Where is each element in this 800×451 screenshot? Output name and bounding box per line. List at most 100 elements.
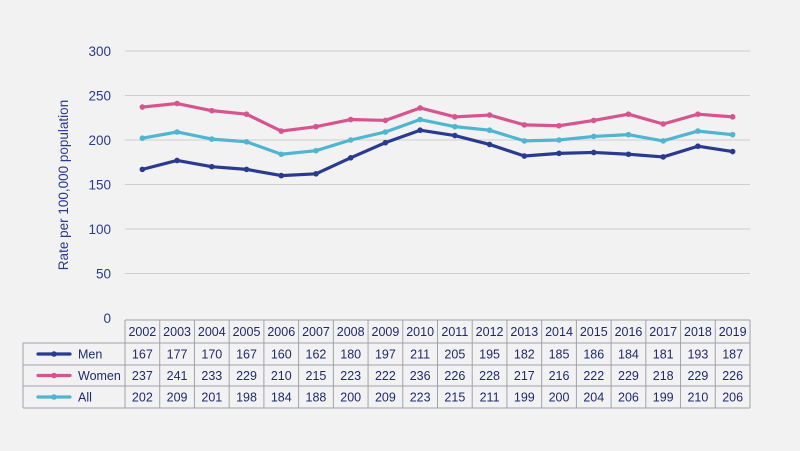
data-label: 217 (514, 369, 535, 383)
data-label: 215 (306, 369, 327, 383)
series-line (140, 117, 735, 156)
data-point (556, 137, 562, 143)
data-label: 223 (340, 369, 361, 383)
data-label: 204 (583, 391, 604, 405)
data-label: 180 (340, 348, 361, 362)
data-table: 2002 2003 2004 2005 2006 2007 2008 2009 2010 2011… (22, 319, 751, 409)
x-tick-label: 2010 (406, 325, 434, 339)
x-tick-label: 2009 (372, 325, 400, 339)
x-tick-label: 2014 (545, 325, 573, 339)
data-point (486, 127, 493, 134)
data-point (209, 163, 215, 170)
x-tick-label: 2016 (615, 325, 643, 339)
data-label: 223 (410, 391, 431, 405)
x-tick-label: 2003 (163, 325, 191, 339)
data-label: 218 (653, 369, 674, 383)
y-tick-label: 0 (103, 311, 111, 326)
data-point (625, 111, 632, 117)
series-men (139, 127, 736, 179)
data-point (382, 117, 389, 124)
legend-label: Men (78, 348, 102, 362)
data-label: 233 (201, 369, 222, 383)
data-point (313, 147, 319, 154)
y-tick-label: 300 (88, 44, 111, 59)
data-point (521, 153, 528, 159)
legend-label: Women (78, 369, 121, 383)
data-label: 215 (444, 391, 465, 405)
data-label: 205 (444, 348, 465, 362)
data-label: 187 (722, 348, 743, 362)
data-point (313, 171, 319, 177)
data-point (278, 128, 285, 134)
data-label: 241 (167, 369, 188, 383)
data-point (313, 123, 319, 130)
data-label: 206 (618, 391, 639, 405)
data-point (486, 141, 493, 148)
x-tick-label: 2005 (233, 325, 261, 339)
y-tick-label: 200 (88, 133, 111, 148)
data-label: 228 (479, 369, 500, 383)
data-point (695, 128, 701, 134)
data-point (452, 132, 458, 139)
data-label: 198 (236, 391, 257, 405)
x-tick-label: 2018 (684, 325, 712, 339)
data-point (139, 135, 146, 142)
data-point (729, 114, 736, 120)
data-label: 229 (618, 369, 639, 383)
x-tick-label: 2006 (267, 325, 295, 339)
data-point (243, 138, 250, 145)
data-label: 162 (306, 348, 327, 362)
data-point (209, 136, 215, 142)
data-label: 216 (549, 369, 570, 383)
data-point (347, 155, 354, 161)
data-point (521, 122, 528, 128)
data-label: 229 (236, 369, 257, 383)
series-line (140, 101, 735, 133)
series-women (139, 100, 736, 134)
data-label: 206 (722, 391, 743, 405)
data-point (695, 143, 701, 150)
data-label: 186 (583, 348, 604, 362)
data-label: 209 (375, 391, 396, 405)
data-label: 226 (444, 369, 465, 383)
data-point (556, 150, 562, 157)
data-label: 222 (583, 369, 604, 383)
data-label: 182 (514, 348, 535, 362)
x-tick-label: 2019 (719, 325, 747, 339)
y-tick-label: 250 (88, 89, 111, 104)
data-point (660, 154, 666, 160)
data-label: 236 (410, 369, 431, 383)
data-label: 237 (132, 369, 153, 383)
data-label: 199 (653, 391, 674, 405)
legend-marker (51, 372, 57, 379)
data-label: 167 (132, 348, 153, 362)
data-point (452, 114, 458, 120)
legend-marker (51, 351, 57, 357)
data-label: 193 (687, 348, 708, 362)
data-label: 209 (167, 391, 188, 405)
legend-label: All (78, 391, 92, 405)
data-point (556, 122, 562, 129)
data-label: 211 (410, 348, 430, 362)
data-label: 195 (479, 348, 500, 362)
data-point (521, 138, 528, 144)
data-point (209, 107, 215, 114)
data-point (590, 133, 597, 140)
data-point (625, 131, 632, 138)
data-point (729, 131, 736, 138)
data-label: 199 (514, 391, 535, 405)
data-point (174, 129, 180, 135)
data-label: 200 (549, 391, 570, 405)
data-point (382, 139, 389, 146)
x-tick-label: 2013 (510, 325, 538, 339)
data-point (347, 137, 354, 143)
data-point (660, 121, 666, 127)
data-point (486, 112, 493, 118)
data-point (417, 127, 423, 134)
data-point (729, 148, 736, 155)
data-point (590, 149, 597, 156)
data-point (417, 116, 423, 123)
data-label: 197 (375, 348, 396, 362)
